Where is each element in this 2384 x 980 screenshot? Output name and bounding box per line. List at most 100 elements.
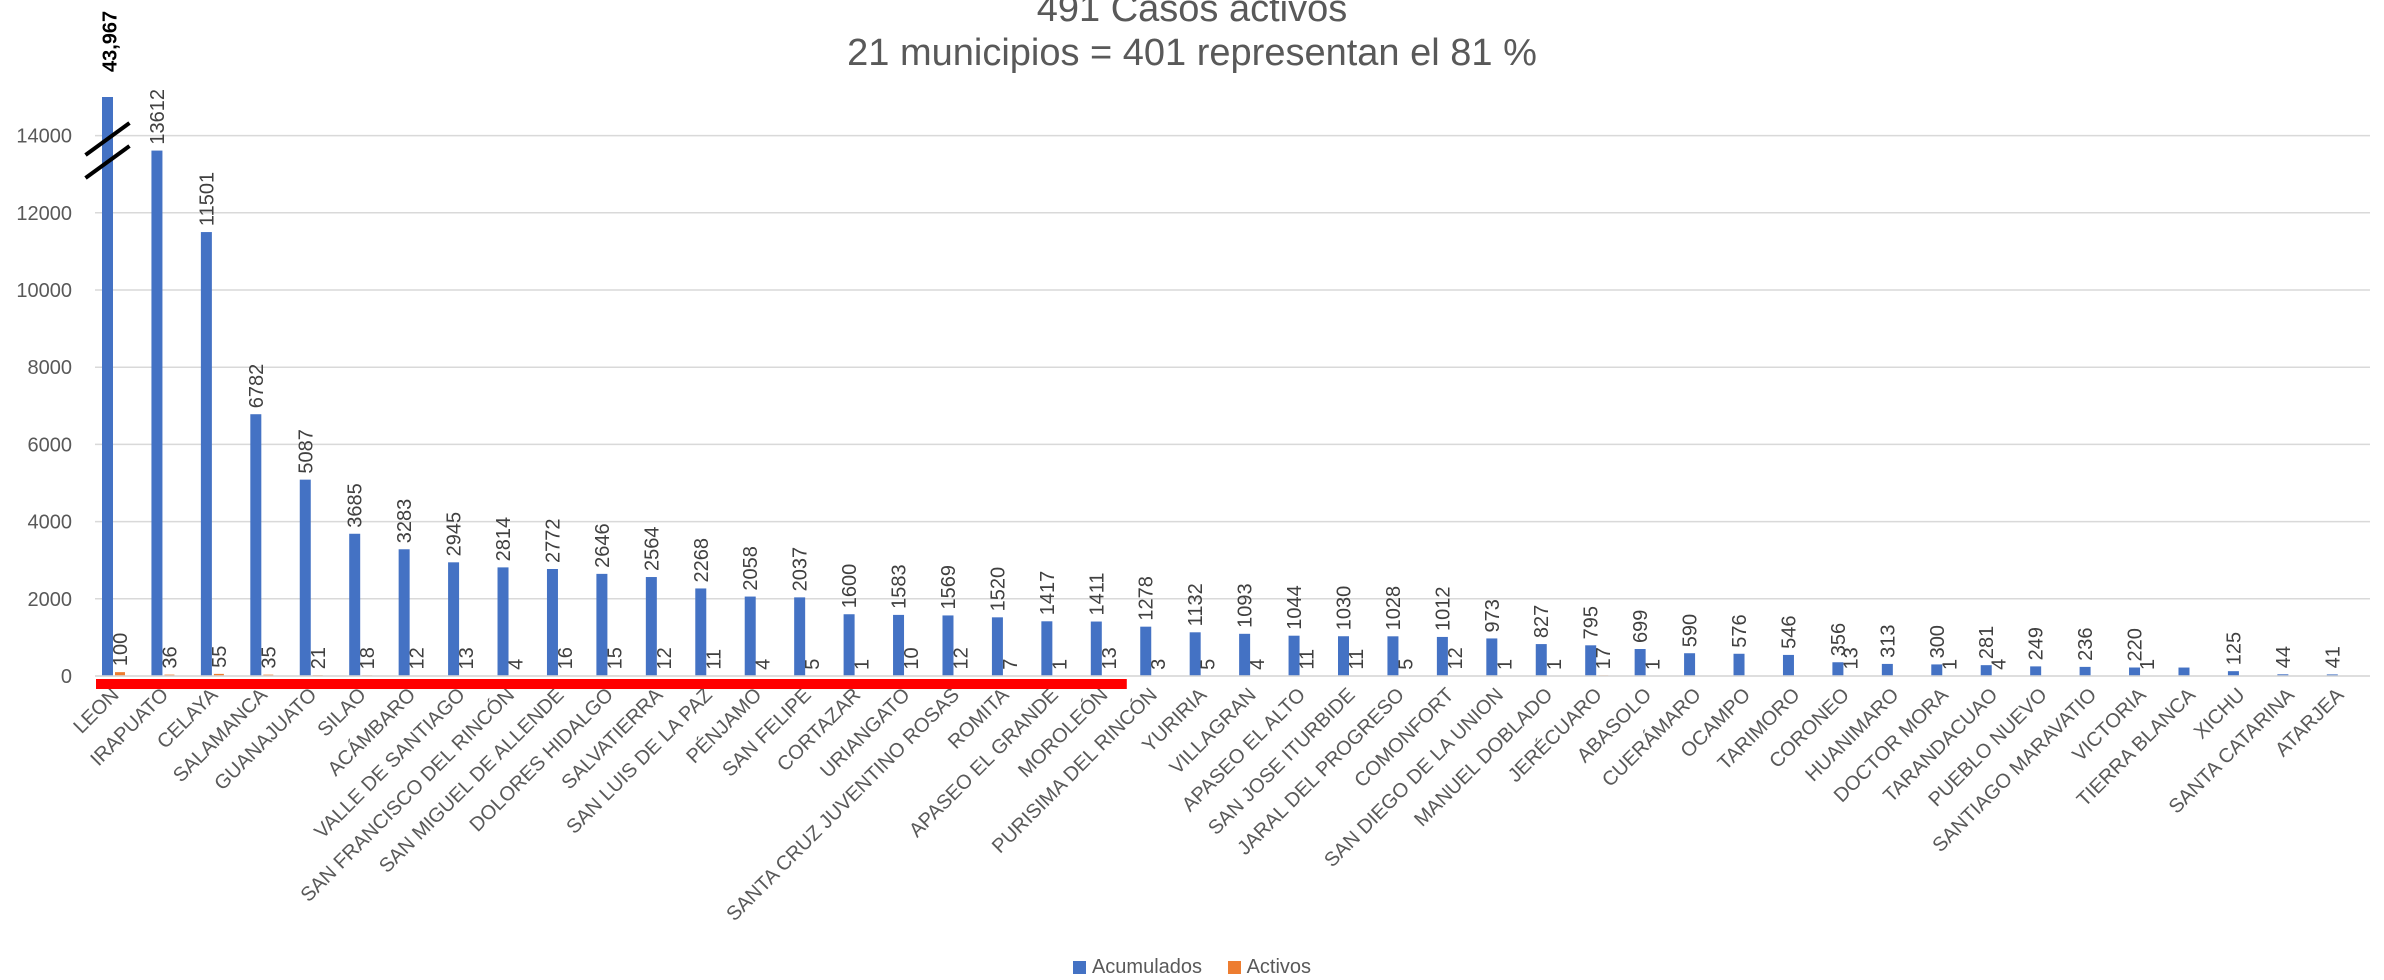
data-label-acumulados: 3685 <box>345 483 367 528</box>
bar-acumulados <box>1634 649 1646 676</box>
bar-acumulados <box>2079 666 2091 676</box>
data-label-acumulados: 590 <box>1680 614 1702 647</box>
data-label-acumulados: 5087 <box>295 429 317 474</box>
data-label-acumulados: 41 <box>2322 646 2344 668</box>
bar-acumulados <box>546 569 558 676</box>
data-label-acumulados: 1583 <box>889 564 911 609</box>
legend-item-acumulados: Acumulados <box>1072 956 1202 979</box>
bar-acumulados <box>1585 645 1597 676</box>
data-label-activos: 11 <box>1297 649 1319 670</box>
chart-subtitle: 21 municipios = 401 representan el 81 % <box>847 32 1537 74</box>
bar-activos <box>213 673 224 676</box>
bar-acumulados <box>102 97 113 676</box>
bar-acumulados <box>1387 636 1399 676</box>
bar-acumulados <box>1436 636 1448 676</box>
bar-acumulados <box>2227 671 2239 676</box>
data-label-activos: 12 <box>654 647 676 669</box>
bar-acumulados <box>299 479 311 676</box>
y-tick-label: 6000 <box>28 434 73 456</box>
data-label-acumulados: 313 <box>1877 625 1899 658</box>
bar-acumulados <box>151 150 163 677</box>
data-label-acumulados: 546 <box>1778 616 1800 649</box>
data-label-acumulados: 2772 <box>542 519 564 564</box>
bar-acumulados <box>942 615 954 676</box>
data-label-acumulados: 973 <box>1482 599 1504 632</box>
bar-acumulados <box>1535 644 1547 676</box>
data-label-acumulados: 11501 <box>196 172 218 226</box>
legend-item-activos: Activos <box>1227 956 1311 979</box>
bar-acumulados <box>398 549 410 676</box>
bar-acumulados <box>250 414 262 676</box>
bar-acumulados <box>200 232 212 676</box>
bar-acumulados <box>744 596 756 676</box>
data-label-activos: 1 <box>1049 659 1071 670</box>
bar-acumulados <box>645 577 657 676</box>
data-label-activos: 35 <box>258 646 280 668</box>
bar-acumulados <box>1140 626 1152 676</box>
data-label-acumulados: 576 <box>1729 614 1751 647</box>
bar-acumulados <box>1090 621 1102 676</box>
bar-acumulados <box>2178 667 2190 676</box>
bar-acumulados <box>2030 666 2042 676</box>
data-label-acumulados: 6782 <box>246 364 268 409</box>
bar-acumulados <box>1288 635 1300 676</box>
data-label-activos: 36 <box>159 646 181 668</box>
axis-break-mark <box>84 121 131 157</box>
data-label-acumulados: 2564 <box>641 527 663 572</box>
data-label-activos: 12 <box>407 647 429 669</box>
data-label-acumulados: 2814 <box>493 517 515 562</box>
data-label-acumulados: 1012 <box>1432 586 1454 631</box>
data-label-acumulados: 2058 <box>740 546 762 591</box>
data-label-activos: 17 <box>1593 647 1615 669</box>
data-label-activos: 13 <box>1840 647 1862 669</box>
data-label-acumulados: 13612 <box>147 89 169 145</box>
bar-activos <box>115 672 125 676</box>
data-label-activos: 16 <box>555 647 577 669</box>
data-label-acumulados: 281 <box>1976 626 1998 659</box>
y-tick-label: 2000 <box>28 589 73 611</box>
data-label-acumulados: 1030 <box>1334 586 1356 631</box>
data-label-acumulados: 1093 <box>1235 583 1257 628</box>
data-label-activos: 5 <box>1395 659 1417 670</box>
data-label-acumulados: 44 <box>2273 646 2295 668</box>
bar-acumulados <box>1486 638 1498 676</box>
bar-acumulados <box>1832 662 1844 676</box>
data-label-acumulados: 356 <box>1828 623 1850 656</box>
y-tick-label: 12000 <box>16 203 72 225</box>
data-label-activos: 4 <box>1247 659 1269 670</box>
data-label-activos: 13 <box>456 647 478 669</box>
data-label-acumulados: 2037 <box>790 547 812 592</box>
bar-acumulados <box>1189 632 1201 676</box>
data-label-acumulados: 2268 <box>691 538 713 583</box>
bar-acumulados <box>2129 667 2141 676</box>
data-label-acumulados: 1600 <box>839 564 861 609</box>
bar-acumulados <box>893 614 905 676</box>
bar-acumulados <box>349 533 361 676</box>
y-tick-label: 8000 <box>28 357 73 379</box>
bar-acumulados <box>1980 665 1992 676</box>
bar-acumulados <box>991 617 1003 676</box>
bar-acumulados <box>497 567 509 676</box>
data-label-activos: 10 <box>901 647 923 669</box>
data-label-activos: 4 <box>753 659 775 670</box>
legend-swatch-activos <box>1227 961 1241 974</box>
y-tick-label: 14000 <box>16 126 72 148</box>
y-tick-label: 10000 <box>16 280 72 302</box>
bar-acumulados <box>1733 653 1745 676</box>
data-label-acumulados: 827 <box>1531 605 1553 638</box>
data-label-acumulados: 1520 <box>987 567 1009 611</box>
data-label-acumulados: 1278 <box>1136 576 1158 621</box>
axis-break-label: 43,967 <box>100 11 122 72</box>
data-label-activos: 1 <box>1494 659 1516 670</box>
data-label-acumulados: 220 <box>2125 628 2147 661</box>
data-label-acumulados: 249 <box>2026 627 2048 660</box>
data-label-activos: 100 <box>110 633 132 666</box>
data-label-acumulados: 2646 <box>592 523 614 568</box>
axis-break-mark <box>84 144 131 180</box>
data-label-activos: 55 <box>209 646 231 668</box>
bar-acumulados <box>794 597 806 676</box>
data-label-acumulados: 1417 <box>1037 571 1059 616</box>
data-label-activos: 1 <box>1643 659 1665 670</box>
chart-title: 491 Casos activos <box>1036 0 1348 30</box>
